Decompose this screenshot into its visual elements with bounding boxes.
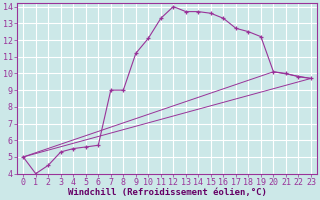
X-axis label: Windchill (Refroidissement éolien,°C): Windchill (Refroidissement éolien,°C) (68, 188, 267, 197)
